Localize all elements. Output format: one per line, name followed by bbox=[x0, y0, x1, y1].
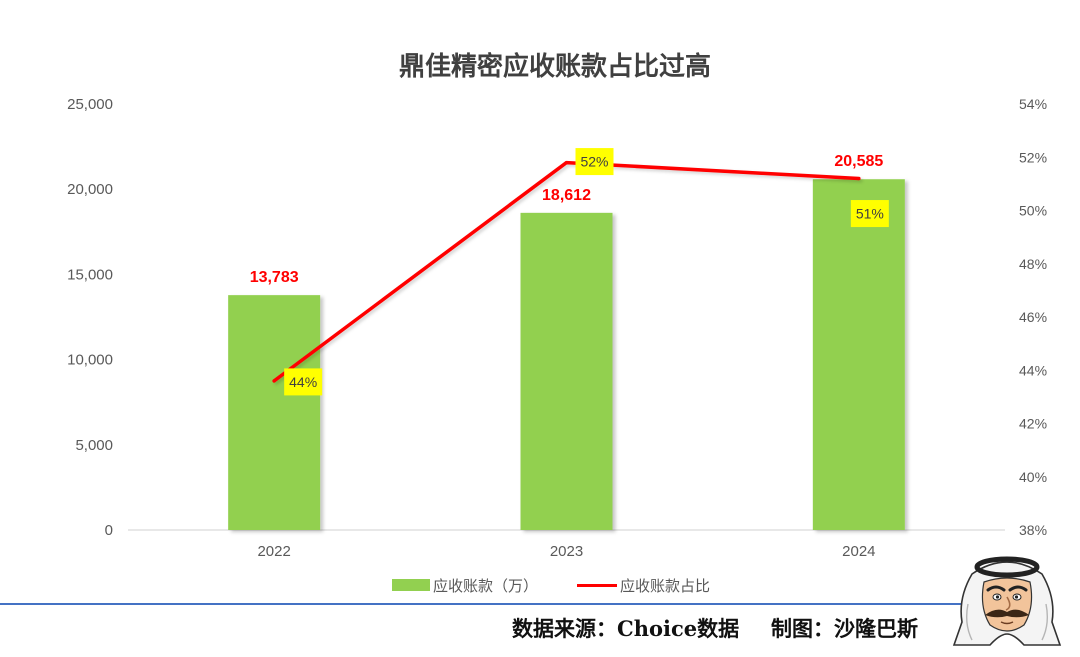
y-left-tick-label: 20,000 bbox=[67, 181, 113, 198]
y-left-tick-label: 5,000 bbox=[75, 437, 113, 454]
ratio-label-box bbox=[284, 368, 323, 396]
x-tick-label: 2022 bbox=[257, 543, 290, 560]
y-axis-right: 38% 40% 42% 44% 46% 48% 50% 52% 54% bbox=[1019, 96, 1047, 538]
footer-divider bbox=[0, 603, 985, 605]
legend-label-receivables: 应收账款（万） bbox=[433, 577, 539, 595]
legend-label-ratio: 应收账款占比 bbox=[620, 577, 711, 595]
legend-bar-swatch bbox=[392, 579, 430, 591]
chart-author-credit: 制图：沙隆巴斯 bbox=[771, 616, 918, 641]
y-left-tick-label: 10,000 bbox=[67, 352, 113, 369]
y-axis-left: 0 5,000 10,000 15,000 20,000 25,000 bbox=[67, 96, 113, 539]
y-right-tick-label: 48% bbox=[1019, 256, 1047, 272]
bar-2024 bbox=[812, 179, 905, 530]
bar-data-label: 20,585 bbox=[834, 153, 883, 170]
y-right-tick-label: 38% bbox=[1019, 522, 1047, 538]
mouth bbox=[1000, 621, 1014, 625]
y-right-tick-label: 46% bbox=[1019, 309, 1047, 325]
chart-title: 鼎佳精密应收账款占比过高 bbox=[398, 52, 712, 82]
face bbox=[981, 577, 1033, 632]
y-right-tick-label: 54% bbox=[1019, 96, 1047, 112]
ratio-data-label: 51% bbox=[856, 206, 884, 222]
ratio-point bbox=[564, 160, 569, 165]
bar-2023 bbox=[520, 212, 613, 531]
y-left-tick-label: 0 bbox=[105, 522, 113, 539]
left-pupil bbox=[995, 595, 1000, 599]
ratio-point bbox=[857, 176, 861, 181]
line-series: 44% 52% 51% bbox=[272, 148, 889, 396]
x-axis: 2022 2023 2024 bbox=[128, 529, 1005, 560]
y-right-tick-label: 44% bbox=[1019, 362, 1047, 378]
x-tick-label: 2023 bbox=[550, 543, 583, 560]
ratio-data-label: 52% bbox=[580, 154, 608, 170]
y-right-tick-label: 40% bbox=[1019, 469, 1047, 485]
right-pupil bbox=[1014, 595, 1019, 599]
x-tick-label: 2024 bbox=[842, 543, 875, 560]
y-right-tick-label: 52% bbox=[1019, 149, 1047, 165]
data-source-credit: 数据来源：Choice数据 bbox=[512, 616, 740, 641]
ratio-point bbox=[272, 379, 276, 383]
eyebrows bbox=[986, 585, 1028, 592]
ratio-data-label: 44% bbox=[289, 374, 317, 390]
y-right-tick-label: 42% bbox=[1019, 416, 1047, 432]
y-right-tick-label: 50% bbox=[1019, 203, 1047, 219]
bar-2022 bbox=[228, 295, 321, 530]
y-left-tick-label: 25,000 bbox=[67, 96, 113, 113]
bar-data-label: 18,612 bbox=[542, 187, 591, 204]
legend-line-swatch bbox=[577, 583, 618, 587]
keffiyeh-fold bbox=[965, 603, 1049, 641]
agal-band bbox=[974, 556, 1040, 578]
chart-legend: 应收账款（万） 应收账款占比 bbox=[392, 575, 710, 595]
bar-data-label: 13,783 bbox=[250, 269, 299, 286]
ratio-label-box bbox=[575, 148, 614, 176]
mustache bbox=[985, 609, 1029, 618]
nose bbox=[1005, 596, 1011, 611]
bar-series: 13,783 18,612 20,585 bbox=[228, 153, 905, 531]
y-left-tick-label: 15,000 bbox=[67, 266, 113, 283]
cartoon-man-keffiyeh-icon bbox=[952, 556, 1062, 646]
ratio-label-box bbox=[850, 200, 889, 228]
